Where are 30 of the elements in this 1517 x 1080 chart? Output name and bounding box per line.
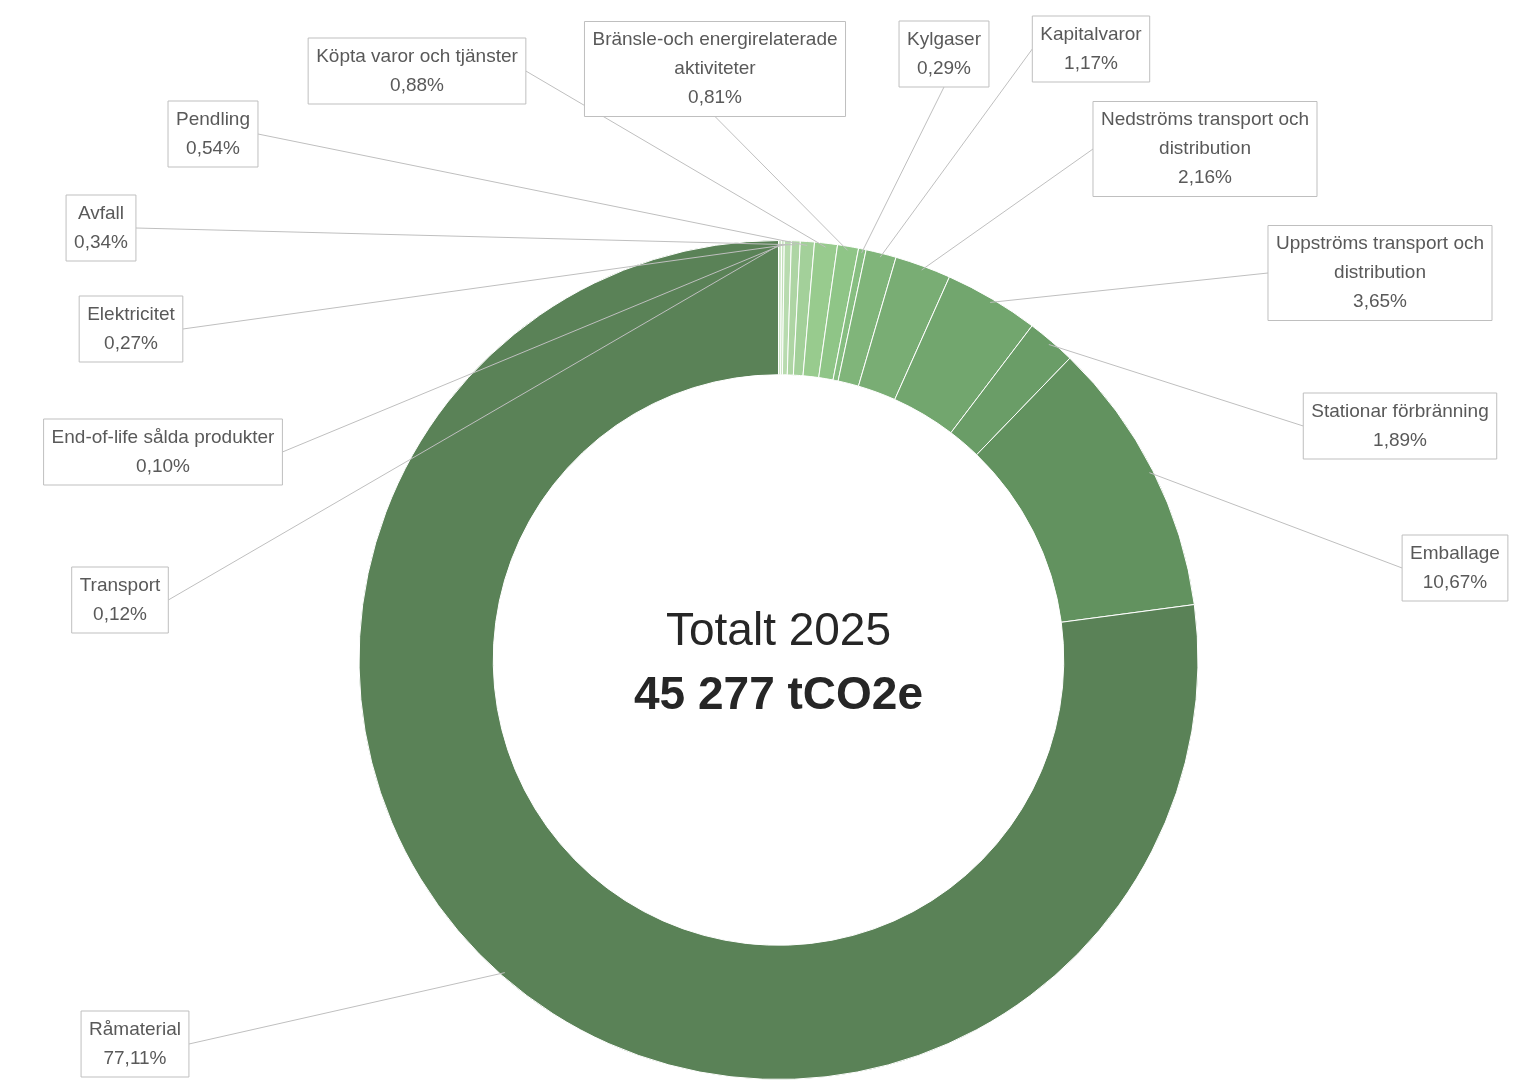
- slice-label: Nedströms transport och distribution: [1100, 108, 1310, 159]
- slice-label: Köpta varor och tjänster: [316, 44, 519, 66]
- text: Totalt 2025: [665, 602, 892, 655]
- data-label: 1,17%: [1064, 51, 1119, 73]
- slice-label: Stationar förbränning: [1311, 399, 1489, 421]
- data-label: 0,81%: [688, 86, 743, 108]
- data-label: 10,67%: [1422, 570, 1488, 592]
- data-label: 1,89%: [1373, 428, 1428, 450]
- slice-label: Avfall: [77, 201, 125, 223]
- slice-label: Råmaterial: [89, 1017, 181, 1039]
- slice-label: Transport: [79, 573, 162, 595]
- data-label: 3,65%: [1353, 290, 1408, 312]
- slice-label: End-of-life sålda produkter: [51, 425, 276, 447]
- slice-label: Kylgaser: [907, 27, 982, 49]
- data-label: 0,12%: [93, 602, 148, 624]
- data-label: 0,54%: [186, 136, 241, 158]
- slice-label: Uppströms transport och distribution: [1275, 232, 1485, 283]
- slice-label: Elektricitet: [87, 302, 176, 324]
- slice-label: Pendling: [176, 107, 250, 129]
- slice-label: Kapitalvaror: [1040, 22, 1143, 44]
- data-label: 0,88%: [390, 73, 445, 95]
- data-label: 0,27%: [104, 331, 159, 353]
- data-label: 0,29%: [917, 56, 972, 78]
- data-label: 0,10%: [136, 454, 191, 476]
- text: 45 277 tCO2e: [634, 666, 923, 719]
- slice-label: Bränsle-och energirelaterade aktiviteter: [592, 28, 838, 79]
- data-label: 2,16%: [1178, 166, 1233, 188]
- data-label: 0,34%: [74, 230, 129, 252]
- data-label: 77,11%: [103, 1046, 167, 1068]
- slice-label: Emballage: [1410, 541, 1500, 563]
